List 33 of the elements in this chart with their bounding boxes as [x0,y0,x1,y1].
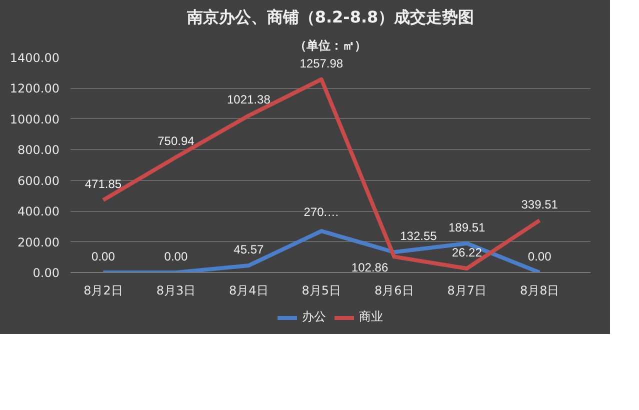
data-label: 0.00 [528,250,552,264]
x-tick-label: 8月8日 [520,284,560,298]
x-tick-label: 8月3日 [156,284,196,298]
x-tick-label: 8月4日 [229,284,268,298]
y-tick-label: 1400.00 [10,51,60,65]
y-tick-label: 800.00 [18,143,60,158]
y-tick-label: 1200.00 [10,82,60,96]
legend-label: 商业 [359,308,383,326]
y-tick-label: 400.00 [18,204,60,219]
data-label: 26.22 [452,245,482,260]
chart-title: 南京办公、商铺（8.2-8.8）成交走势图 [186,8,474,26]
data-label: 45.57 [234,242,264,256]
data-label: 339.51 [521,197,558,212]
legend-label: 办公 [302,308,326,326]
y-tick-label: 200.00 [18,235,60,250]
x-tick-label: 8月5日 [302,284,342,298]
data-label: 750.94 [158,134,195,148]
x-tick-label: 8月7日 [447,284,487,298]
chart-subtitle: （单位：㎡） [294,38,366,52]
data-label: 132.55 [400,229,438,244]
y-tick-label: 1000.00 [10,112,60,126]
data-label: 0.00 [92,250,116,264]
y-tick-label: 600.00 [18,174,60,188]
data-label: 0.00 [164,250,188,264]
data-label: 1021.38 [226,92,271,107]
data-label: 471.85 [84,177,122,192]
data-label: 1257.98 [300,56,344,70]
x-tick-label: 8月2日 [84,284,123,298]
x-tick-label: 8月6日 [374,284,414,298]
data-label: 270.… [304,205,340,220]
data-label: 102.86 [351,260,388,275]
y-tick-label: 0.00 [32,266,60,280]
data-label: 189.51 [448,220,486,234]
